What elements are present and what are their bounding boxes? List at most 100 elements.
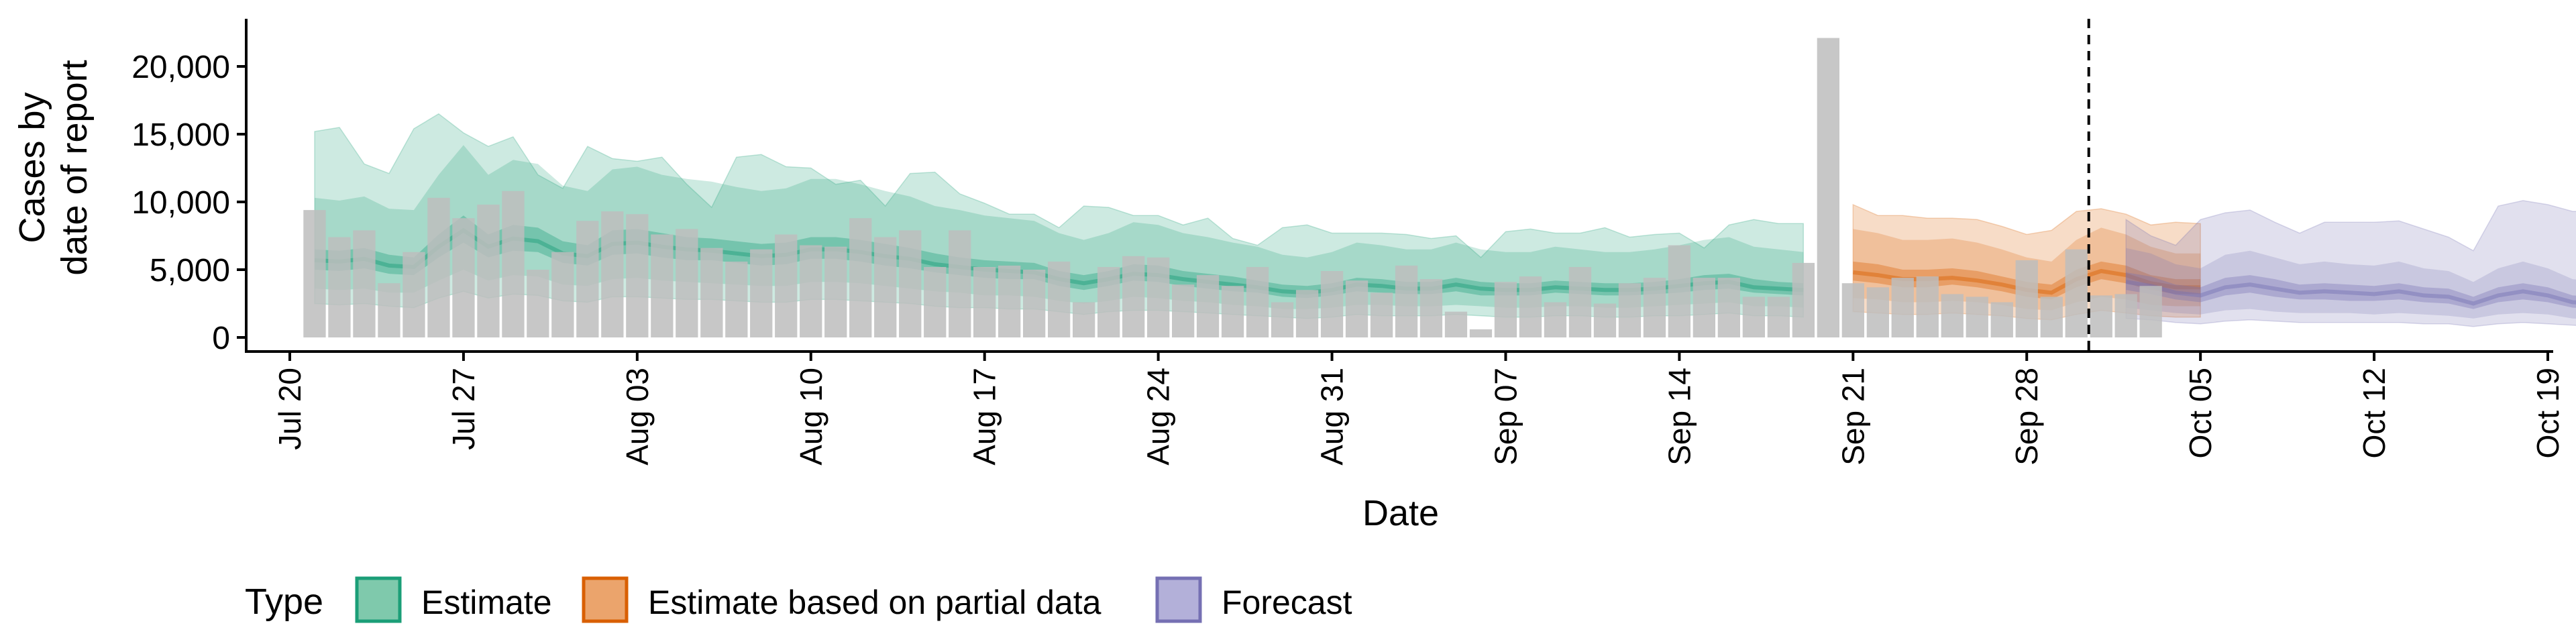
reported-cases-bar	[502, 191, 525, 337]
reported-cases-bar	[1147, 257, 1170, 337]
reported-cases-bar	[303, 210, 326, 337]
ribbon-2-lower_outer	[2125, 200, 2576, 327]
x-tick-label: Aug 03	[620, 368, 655, 466]
reported-cases-bar	[452, 218, 475, 337]
reported-cases-bar	[1742, 297, 1765, 337]
y-tick-label: 5,000	[150, 253, 230, 288]
reported-cases-bar	[2090, 295, 2112, 337]
reported-cases-bar	[824, 246, 847, 337]
reported-cases-bar	[1122, 256, 1145, 337]
reported-cases-bar	[626, 214, 649, 337]
reported-cases-bar	[576, 221, 599, 337]
reported-cases-bar	[1767, 297, 1790, 337]
reported-cases-bar	[2114, 294, 2137, 337]
reported-cases-bar	[1295, 290, 1319, 337]
y-tick-label: 20,000	[131, 50, 230, 85]
ribbon-2-lower50	[2126, 272, 2576, 309]
reported-cases-bar	[1643, 278, 1666, 337]
reported-cases-bar	[998, 265, 1021, 337]
reported-cases-bar	[1395, 265, 1418, 337]
x-tick-label: Oct 19	[2530, 368, 2565, 459]
reported-cases-bar	[1073, 302, 1095, 337]
x-tick-label: Sep 07	[1489, 368, 1523, 466]
reported-cases-bar	[378, 283, 400, 337]
reported-cases-bar	[874, 237, 897, 337]
ribbon-1-lower50	[1853, 261, 2201, 300]
reported-cases-bar	[1494, 282, 1517, 337]
reported-cases-bar	[328, 237, 351, 337]
y-axis-label-line1: Cases by	[12, 92, 52, 243]
reported-cases-bar	[1693, 278, 1715, 337]
reported-cases-bar	[1519, 276, 1542, 337]
reported-cases-bar	[676, 229, 698, 337]
reported-cases-bar	[2015, 260, 2038, 337]
x-axis-label: Date	[1362, 493, 1439, 533]
reported-cases-bar	[1916, 276, 1939, 337]
reported-cases-bar	[1097, 267, 1120, 337]
reported-cases-bar	[1469, 329, 1493, 337]
reported-cases-bar	[527, 270, 549, 337]
median-line-2	[2125, 280, 2576, 306]
reported-cases-bar	[651, 234, 674, 337]
legend-label-estimate: Estimate	[421, 584, 552, 621]
x-tick-label: Aug 17	[967, 368, 1002, 466]
axes: 0 5,000 10,000 15,000 20,000 Jul 20 Jul 27 Aug …	[131, 19, 2565, 466]
reported-cases-bar	[700, 248, 723, 337]
reported-cases-bar	[1444, 311, 1468, 337]
reported-cases-bar	[1941, 294, 1964, 337]
reported-cases-bar	[800, 245, 822, 337]
reported-cases-bar	[849, 218, 872, 337]
reported-cases-bar	[2139, 286, 2162, 337]
x-tick-label: Aug 24	[1141, 368, 1176, 466]
reported-cases-bar	[1196, 275, 1220, 337]
x-tick-label: Jul 27	[446, 368, 481, 450]
y-tick-label: 0	[212, 321, 230, 356]
reported-cases-bar	[402, 252, 425, 337]
legend-key-forecast	[1155, 576, 1202, 623]
legend-title: Type	[245, 582, 323, 622]
reported-cases-bar	[1172, 284, 1195, 337]
reported-cases-bar	[1246, 267, 1269, 337]
reported-cases-bar	[427, 197, 450, 337]
y-tick-label: 10,000	[131, 185, 230, 221]
x-tick-label: Sep 14	[1662, 368, 1697, 466]
x-tick-label: Jul 20	[272, 368, 307, 450]
legend-label-partial: Estimate based on partial data	[648, 584, 1102, 621]
reported-cases-bar	[1544, 302, 1567, 337]
reported-cases-bar	[1891, 278, 1914, 337]
reported-cases-bar	[1817, 38, 1839, 337]
reported-cases-bar	[1320, 271, 1344, 337]
reported-cases-bar	[1717, 278, 1740, 337]
legend-key-estimate	[355, 576, 402, 623]
reported-cases-bar	[601, 211, 624, 337]
reported-cases-bar	[1419, 279, 1443, 337]
reported-cases-bar	[2065, 249, 2088, 337]
reported-cases-bar	[477, 205, 500, 337]
x-tick-label: Aug 10	[794, 368, 828, 466]
y-tick-label: 15,000	[131, 117, 230, 153]
bar-layer	[303, 38, 2162, 337]
reported-cases-bar	[1593, 303, 1617, 337]
reported-cases-bar	[1221, 286, 1244, 337]
reported-cases-bar	[1866, 287, 1889, 337]
reported-cases-bar	[899, 230, 922, 337]
legend-key-partial	[582, 576, 629, 623]
reported-cases-bar	[1271, 302, 1294, 337]
reported-cases-bar	[1345, 280, 1368, 337]
reported-cases-bar	[949, 230, 971, 337]
legend-label-forecast: Forecast	[1222, 584, 1352, 621]
reported-cases-bar	[973, 267, 996, 337]
reported-cases-bar	[775, 234, 798, 337]
y-axis-label-line2: date of report	[54, 60, 95, 275]
reported-cases-bar	[1668, 245, 1690, 337]
reported-cases-bar	[1370, 292, 1393, 337]
reported-cases-bar	[1966, 297, 1988, 337]
reported-cases-bar	[551, 252, 574, 337]
reported-cases-bar	[1841, 283, 1864, 337]
reported-cases-bar	[2040, 297, 2063, 337]
x-tick-label: Oct 12	[2357, 368, 2392, 459]
reported-cases-bar	[353, 230, 376, 337]
x-tick-label: Aug 31	[1315, 368, 1350, 466]
reported-cases-bar	[1618, 283, 1642, 337]
